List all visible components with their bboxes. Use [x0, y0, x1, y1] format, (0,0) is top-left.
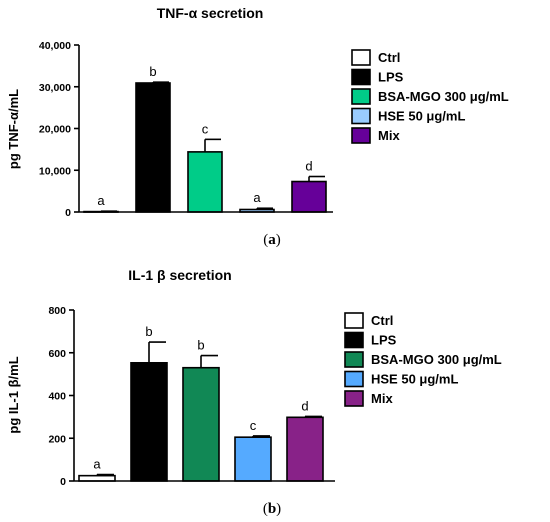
- chart-b-legend-label-2: BSA-MGO 300 μg/mL: [371, 352, 502, 367]
- chart-b-legend-swatch-2: [344, 351, 364, 368]
- chart-b-ylabel: pg IL-1 β/mL: [6, 356, 21, 433]
- chart-a-y-tick-label: 20,000: [39, 124, 71, 136]
- chart-b-bar-3: [234, 436, 272, 482]
- chart-a-legend-swatch-3: [351, 107, 371, 125]
- chart-b-bar-4: [286, 416, 324, 482]
- chart-b-bars: [78, 361, 324, 482]
- chart-a-legend-label-3: HSE 50 μg/mL: [378, 109, 465, 124]
- chart-a-y-tick-label: 30,000: [39, 82, 71, 94]
- chart-b-y-tick-label: 800: [48, 305, 66, 317]
- chart-a-bar-1: [135, 82, 171, 213]
- chart-b-y-tick-label: 200: [48, 433, 66, 445]
- chart-a-error-bar-3: [256, 207, 273, 210]
- chart-a-title: TNF-α secretion: [157, 5, 264, 21]
- chart-a-legend-label-0: Ctrl: [378, 50, 400, 65]
- chart-a-legend-label-4: Mix: [378, 128, 400, 143]
- chart-b-legend-label-3: HSE 50 μg/mL: [371, 372, 458, 387]
- chart-a-error-bar-4: [308, 175, 325, 182]
- chart-b-error-bar-4: [304, 415, 322, 418]
- chart-a-y-tick-label: 40,000: [39, 40, 71, 52]
- chart-b-error-bars: [96, 341, 322, 476]
- panel-label-a: (a): [263, 232, 281, 248]
- chart-a-letter-0: a: [97, 193, 105, 208]
- chart-b-axes: [73, 310, 335, 482]
- chart-b-legend-label-4: Mix: [371, 391, 393, 406]
- chart-a-error-bar-2: [204, 138, 221, 152]
- panel-label-b-letter: b: [268, 501, 276, 517]
- chart-tnf-alpha: TNF-α secretion pg TNF-α/mL 0 10,000 20,00…: [6, 5, 509, 248]
- chart-a-letter-4: d: [305, 159, 312, 174]
- chart-b-letter-4: d: [301, 398, 308, 413]
- chart-a-letter-1: b: [149, 64, 156, 79]
- chart-a-legend-swatch-1: [351, 68, 371, 86]
- chart-a-bars: [83, 82, 327, 213]
- chart-a-legend-swatch-4: [351, 127, 371, 144]
- chart-b-significance-letters: a b b c d: [93, 324, 308, 472]
- chart-a-legend-swatch-0: [351, 49, 371, 66]
- chart-b-bar-1: [130, 361, 168, 482]
- chart-b-title: IL-1 β secretion: [128, 267, 231, 283]
- chart-a-legend: Ctrl LPS BSA-MGO 300 μg/mL HSE 50 μg/mL Mix: [351, 49, 509, 144]
- chart-b-legend-swatch-3: [344, 370, 364, 388]
- chart-b-letter-3: c: [250, 418, 257, 433]
- chart-b-legend-swatch-1: [344, 331, 364, 349]
- chart-b-y-tick-label: 400: [48, 391, 66, 403]
- chart-b-y-tick-label: 0: [60, 476, 66, 488]
- panel-label-b: (b): [263, 501, 281, 517]
- chart-b-letter-0: a: [93, 457, 101, 472]
- chart-a-bar-4: [291, 180, 327, 213]
- chart-b-bar-2: [182, 366, 220, 482]
- chart-a-significance-letters: a b c a d: [97, 64, 312, 208]
- chart-b-letter-2: b: [197, 338, 204, 353]
- chart-b-error-bar-3: [252, 435, 270, 438]
- chart-a-y-tick-label: 10,000: [39, 165, 71, 177]
- chart-a-error-bars: [100, 81, 325, 212]
- chart-b-error-bar-1: [148, 341, 166, 363]
- chart-b-legend-label-0: Ctrl: [371, 313, 393, 328]
- chart-b-letter-1: b: [145, 324, 152, 339]
- chart-a-legend-swatch-2: [351, 88, 371, 105]
- chart-a-legend-label-2: BSA-MGO 300 μg/mL: [378, 89, 509, 104]
- chart-b-legend-label-1: LPS: [371, 333, 397, 348]
- panel-label-a-letter: a: [268, 232, 276, 248]
- chart-b-error-bar-0: [96, 473, 114, 476]
- chart-a-bar-2: [187, 151, 223, 213]
- chart-b-bar-0: [78, 474, 116, 482]
- chart-a-y-tick-label: 0: [65, 207, 71, 219]
- chart-a-ylabel: pg TNF-α/mL: [6, 89, 21, 169]
- chart-a-letter-2: c: [202, 121, 209, 136]
- chart-b-legend-swatch-0: [344, 312, 364, 329]
- chart-b-legend: Ctrl LPS BSA-MGO 300 μg/mL HSE 50 μg/mL Mix: [344, 312, 502, 407]
- chart-a-error-bar-1: [152, 81, 169, 83]
- chart-a-legend-label-1: LPS: [378, 70, 404, 85]
- chart-il-1-beta: IL-1 β secretion pg IL-1 β/mL 0 200 400 600…: [6, 267, 502, 517]
- chart-b-error-bar-2: [200, 354, 218, 368]
- chart-a-letter-3: a: [253, 190, 261, 205]
- chart-b-legend-swatch-4: [344, 390, 364, 407]
- chart-a-axes: [78, 45, 333, 213]
- chart-b-y-ticks: 0 200 400 600 800: [48, 305, 74, 488]
- chart-b-y-tick-label: 600: [48, 348, 66, 360]
- chart-a-y-ticks: 0 10,000 20,000 30,000 40,000: [39, 40, 79, 219]
